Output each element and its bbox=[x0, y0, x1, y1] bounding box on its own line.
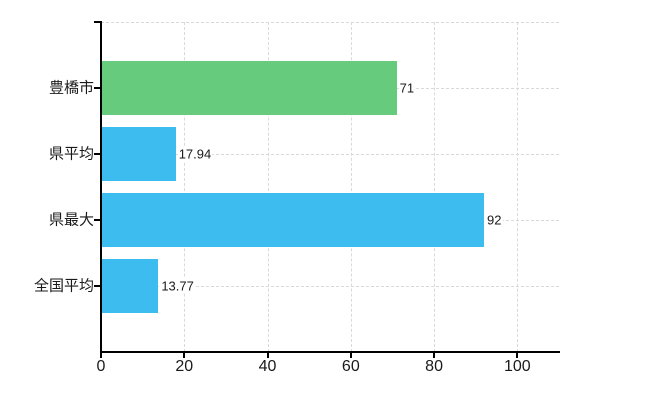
x-axis-tick-label: 80 bbox=[425, 358, 443, 375]
gridline-horizontal bbox=[101, 22, 559, 23]
x-axis-tick-label: 0 bbox=[96, 358, 106, 375]
y-axis-line bbox=[100, 21, 102, 352]
gridline-vertical bbox=[267, 22, 269, 352]
bar bbox=[102, 193, 485, 247]
y-axis-top-tick bbox=[94, 21, 101, 23]
bar bbox=[102, 259, 159, 313]
gridline-horizontal bbox=[101, 286, 559, 287]
bar-value-label: 92 bbox=[486, 212, 503, 228]
gridline-vertical bbox=[434, 22, 436, 352]
y-axis-tick bbox=[94, 87, 101, 89]
x-axis-tick bbox=[266, 352, 269, 358]
y-axis-label: 豊橋市 bbox=[48, 79, 94, 97]
bar-value-label: 13.77 bbox=[160, 278, 195, 294]
bar bbox=[102, 127, 176, 181]
y-axis-label: 県平均 bbox=[48, 145, 94, 163]
x-axis-tick bbox=[349, 352, 352, 358]
x-axis-line bbox=[100, 351, 560, 353]
y-axis-label: 全国平均 bbox=[33, 277, 94, 295]
x-axis-tick bbox=[100, 352, 102, 358]
gridline-vertical bbox=[350, 22, 352, 352]
bar-value-label: 17.94 bbox=[177, 146, 213, 162]
x-axis-tick bbox=[183, 352, 186, 358]
gridline-horizontal bbox=[101, 154, 559, 155]
bar bbox=[102, 61, 397, 115]
gridline-vertical bbox=[517, 22, 519, 352]
x-axis-tick-label: 20 bbox=[175, 358, 194, 375]
bar-value-label: 71 bbox=[398, 80, 416, 96]
x-axis-tick bbox=[516, 352, 519, 358]
y-axis-tick bbox=[94, 153, 101, 155]
gridline-vertical bbox=[184, 22, 186, 352]
x-axis-tick bbox=[433, 352, 436, 358]
x-axis-tick-label: 100 bbox=[504, 358, 531, 375]
y-axis-label: 県最大 bbox=[48, 211, 94, 229]
y-axis-tick bbox=[94, 219, 101, 221]
y-axis-tick bbox=[94, 285, 101, 287]
x-axis-tick-label: 40 bbox=[258, 358, 277, 375]
x-axis-tick-label: 60 bbox=[341, 358, 360, 375]
